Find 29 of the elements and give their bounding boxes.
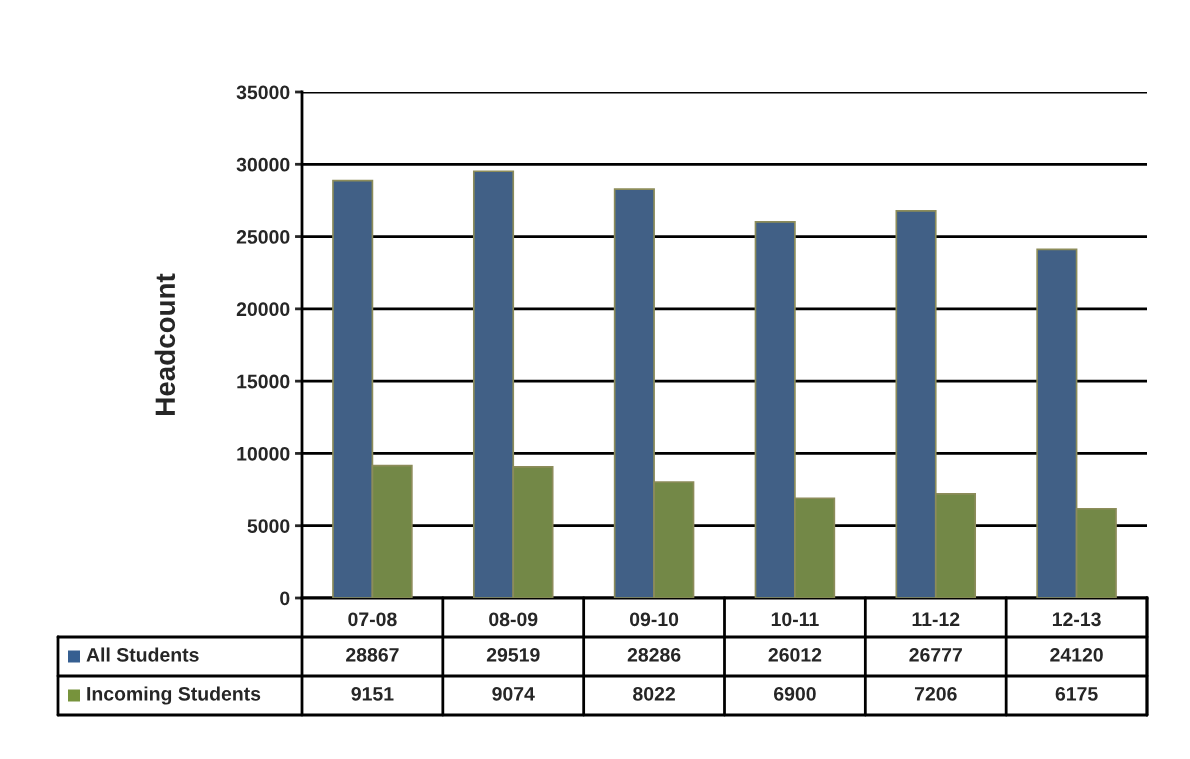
y-axis-title: Headcount: [154, 273, 176, 415]
y-tick-label: 0: [280, 591, 290, 606]
y-tick-label: 25000: [236, 230, 290, 244]
data-label: 26012: [768, 647, 822, 662]
y-tick-label: 35000: [236, 85, 290, 100]
y-tick-label: 5000: [247, 519, 290, 533]
data-label: 9074: [492, 686, 535, 701]
y-tick-label: 30000: [236, 157, 290, 172]
data-label: 6900: [774, 686, 816, 701]
x-tick-label: 11-12: [912, 612, 960, 626]
data-label: 8022: [633, 686, 675, 701]
data-label: 6175: [1055, 686, 1098, 701]
x-tick-label: 10-11: [771, 612, 819, 627]
x-tick-label: 12-13: [1052, 612, 1101, 627]
data-label: 26777: [909, 647, 962, 662]
x-tick-label: 07-08: [348, 612, 397, 627]
data-label: 9151: [351, 686, 394, 701]
y-tick-label: 15000: [237, 374, 290, 389]
y-tick-label: 20000: [236, 302, 290, 317]
x-tick-label: 08-09: [489, 612, 538, 627]
data-label: 7206: [914, 686, 957, 701]
legend-label: All Students: [86, 647, 199, 662]
data-label: 24120: [1050, 647, 1103, 662]
data-label: 29519: [486, 647, 540, 662]
x-tick-label: 09-10: [629, 612, 679, 627]
data-label: 28867: [346, 647, 399, 662]
data-label: 28286: [627, 647, 681, 662]
y-tick-label: 10000: [237, 446, 290, 461]
legend-label: Incoming Students: [87, 686, 261, 705]
